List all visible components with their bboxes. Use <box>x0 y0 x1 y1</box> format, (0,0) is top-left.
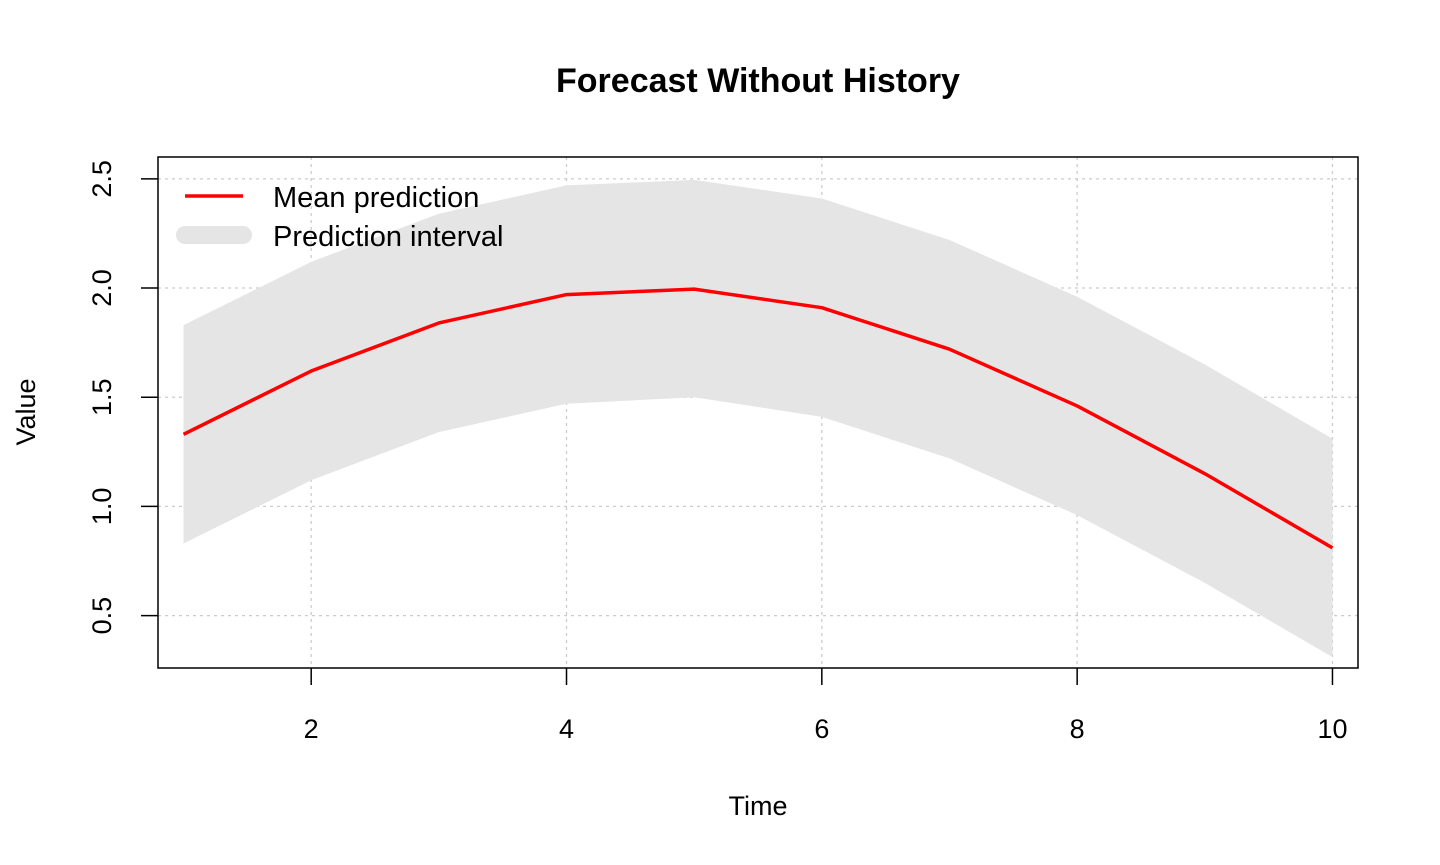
x-tick-label: 4 <box>559 714 574 744</box>
y-tick-label: 2.0 <box>87 269 117 307</box>
y-tick-label: 1.0 <box>87 488 117 526</box>
plot-frame <box>157 156 1359 669</box>
y-tick-label: 1.5 <box>87 378 117 416</box>
prediction-interval-band <box>183 179 1333 658</box>
y-axis: 0.5 1.0 1.5 2.0 2.5 <box>87 160 158 634</box>
x-tick-label: 6 <box>814 714 829 744</box>
y-axis-label: Value <box>11 378 41 445</box>
chart-title: Forecast Without History <box>556 62 960 100</box>
x-axis: 2 4 6 8 10 <box>304 668 1347 744</box>
legend: Mean prediction Prediction interval <box>176 182 504 253</box>
mean-prediction-line <box>182 287 1334 550</box>
y-tick-label: 0.5 <box>87 597 117 635</box>
legend-label-prediction-interval: Prediction interval <box>273 221 504 253</box>
y-tick-label: 2.5 <box>87 160 117 198</box>
x-tick-label: 8 <box>1070 714 1085 744</box>
legend-label-mean-prediction: Mean prediction <box>273 182 479 214</box>
x-axis-label: Time <box>729 791 788 821</box>
x-tick-label: 10 <box>1317 714 1347 744</box>
x-tick-label: 2 <box>304 714 319 744</box>
